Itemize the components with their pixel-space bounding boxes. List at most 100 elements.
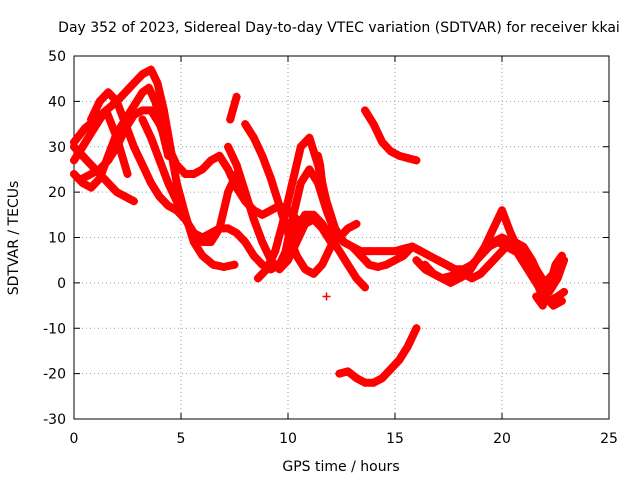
- data-point: [343, 260, 352, 269]
- data-point: [155, 156, 164, 165]
- x-tick-label: 10: [279, 431, 297, 447]
- data-point: [288, 179, 297, 188]
- y-tick-label: 30: [48, 140, 66, 156]
- data-point: [506, 228, 515, 237]
- data-point: [95, 165, 104, 174]
- data-point: [296, 179, 305, 188]
- data-point: [378, 138, 387, 147]
- series-track: [433, 238, 569, 296]
- x-axis-label: GPS time / hours: [282, 459, 399, 475]
- series-track: [226, 92, 241, 124]
- data-point: [510, 238, 519, 247]
- data-point: [95, 115, 104, 124]
- data-point: [271, 247, 280, 256]
- data-point: [515, 251, 524, 260]
- data-point: [292, 251, 301, 260]
- data-point: [318, 179, 327, 188]
- data-point: [206, 238, 215, 247]
- data-point: [373, 247, 382, 256]
- data-point: [425, 251, 434, 260]
- data-point: [476, 269, 485, 278]
- data-point: [219, 262, 228, 271]
- data-point: [70, 156, 78, 165]
- series-trace-20: [433, 238, 569, 296]
- data-point: [361, 378, 370, 387]
- data-point: [369, 120, 378, 129]
- y-tick-label: 0: [57, 276, 66, 292]
- axis-ticks: 0 5 10 15 20 25 -30 -20 -10 0 10 20 30 40 50: [43, 49, 618, 447]
- y-tick-label: 10: [48, 231, 66, 247]
- x-tick-label: 0: [70, 431, 79, 447]
- y-tick-label: 20: [48, 185, 66, 201]
- data-point: [147, 106, 156, 115]
- data-point: [172, 160, 181, 169]
- data-point: [498, 206, 506, 215]
- data-point: [266, 174, 275, 183]
- data-point: [450, 265, 459, 274]
- data-point: [241, 120, 250, 129]
- data-point: [275, 201, 284, 210]
- data-point: [262, 265, 271, 274]
- data-point: [232, 92, 241, 101]
- data-point: [224, 188, 233, 197]
- data-point: [112, 97, 121, 106]
- grid: [74, 56, 609, 419]
- data-point: [438, 274, 447, 283]
- data-point: [138, 88, 147, 97]
- data-point: [78, 151, 87, 160]
- data-point: [153, 79, 162, 88]
- data-point: [87, 169, 96, 178]
- data-point: [206, 228, 215, 237]
- data-point: [536, 274, 545, 283]
- data-point: [87, 129, 96, 138]
- data-point: [121, 88, 130, 97]
- data-point: [138, 160, 147, 169]
- data-point: [472, 256, 481, 265]
- series-trace-2: [70, 65, 239, 271]
- data-point: [87, 183, 96, 192]
- data-point: [301, 210, 310, 219]
- data-point: [352, 274, 361, 283]
- data-point: [352, 219, 361, 228]
- data-point: [331, 228, 340, 237]
- data-point: [356, 251, 365, 260]
- data-point: [275, 265, 284, 274]
- data-point: [241, 238, 250, 247]
- data-point: [123, 169, 132, 178]
- data-point: [335, 247, 344, 256]
- data-point: [78, 174, 87, 183]
- data-point: [266, 206, 275, 215]
- data-point: [147, 65, 156, 74]
- data-point: [468, 274, 477, 283]
- data-point: [527, 256, 536, 265]
- data-point: [249, 215, 258, 224]
- data-point: [288, 215, 297, 224]
- data-point: [224, 142, 233, 151]
- data-point: [538, 301, 547, 310]
- series-trace-6: [78, 106, 301, 224]
- y-tick-label: -30: [43, 412, 66, 428]
- data-point: [80, 124, 89, 133]
- data-point: [532, 292, 541, 301]
- data-point: [551, 260, 560, 269]
- data-point: [129, 101, 138, 110]
- y-tick-label: -10: [43, 321, 66, 337]
- data-point: [429, 269, 438, 278]
- data-point: [209, 260, 218, 269]
- data-point: [322, 206, 331, 215]
- data-point: [348, 242, 357, 251]
- data-point: [557, 251, 566, 260]
- data-point: [181, 169, 190, 178]
- data-point: [395, 356, 404, 365]
- data-point: [164, 142, 173, 151]
- data-point: [279, 256, 288, 265]
- data-point: [395, 151, 404, 160]
- x-tick-label: 5: [177, 431, 186, 447]
- data-point: [416, 247, 425, 256]
- series-track: [78, 106, 301, 224]
- data-point: [326, 242, 335, 251]
- x-tick-label: 25: [600, 431, 618, 447]
- data-point: [241, 188, 250, 197]
- data-point: [382, 260, 391, 269]
- data-point: [70, 169, 78, 178]
